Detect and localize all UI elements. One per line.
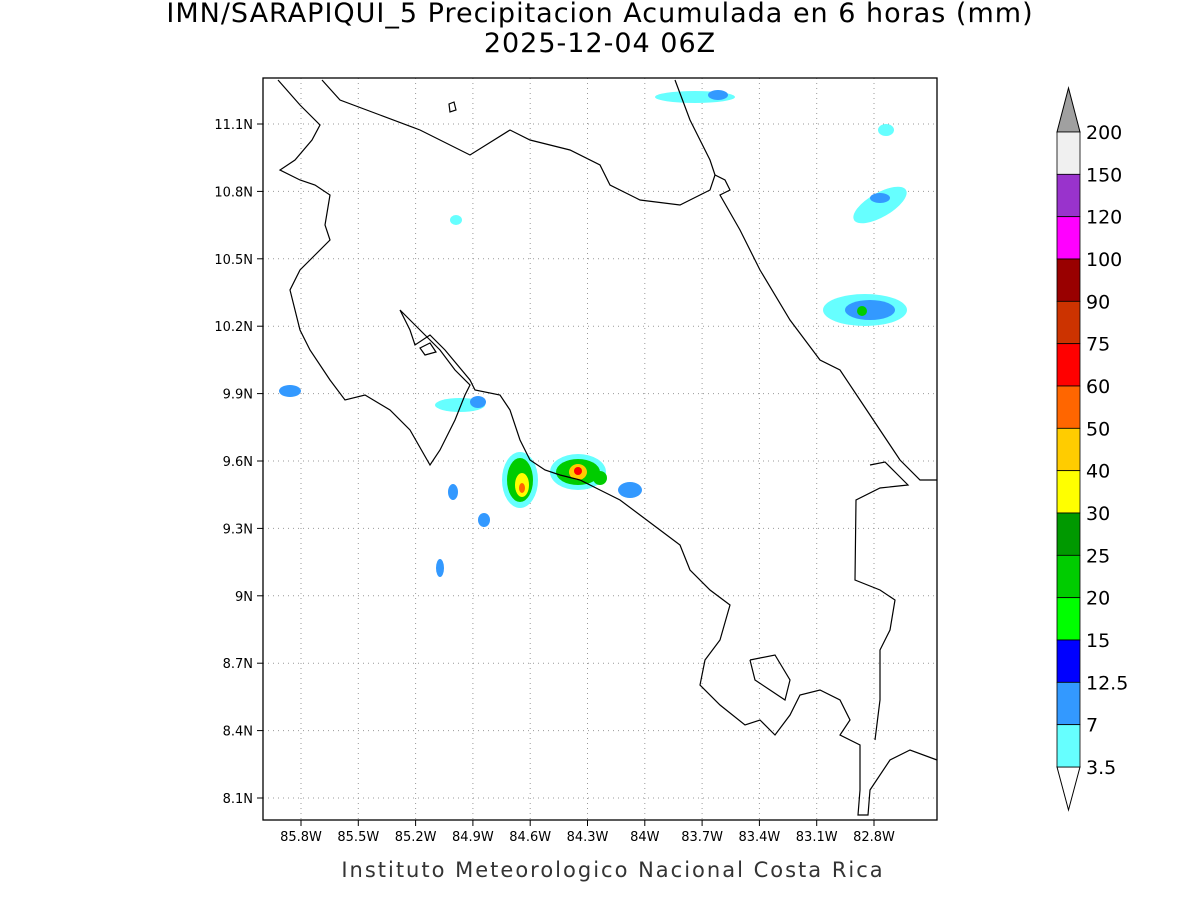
- colorbar-label: 120: [1086, 207, 1122, 229]
- lon-label: 84.3W: [567, 830, 609, 845]
- lon-label: 84.6W: [509, 830, 551, 845]
- grid: 11.1N 10.8N 10.5N 10.2N 9.9N 9.6N 9.3N 9N 8.7N 8.…: [214, 78, 937, 845]
- precip-area: [450, 215, 462, 225]
- precip-area: [708, 90, 728, 100]
- colorbar-label: 30: [1086, 503, 1110, 525]
- colorbar-over: [1056, 86, 1081, 133]
- footer: Instituto Meteorologico Nacional Costa R…: [341, 858, 884, 882]
- lon-label: 84.9W: [452, 830, 494, 845]
- colorbar-label: 150: [1086, 164, 1122, 186]
- lat-label: 9N: [235, 590, 253, 605]
- lon-label: 85.5W: [337, 830, 379, 845]
- colorbar-box: [1056, 173, 1081, 218]
- lat-label: 10.2N: [214, 320, 253, 335]
- precip-area: [279, 385, 301, 397]
- precip-area: [519, 483, 525, 493]
- precip-area: [470, 396, 486, 408]
- lat-label: 10.8N: [214, 185, 253, 200]
- colorbar-label: 60: [1086, 376, 1110, 398]
- colorbar-label: 15: [1086, 630, 1110, 652]
- map-frame: [262, 77, 938, 821]
- colorbar-box: [1056, 512, 1081, 556]
- colorbar-box: [1056, 639, 1081, 683]
- colorbar-box: [1056, 131, 1081, 175]
- colorbar-label: 12.5: [1086, 672, 1128, 694]
- precip-area: [857, 306, 867, 316]
- colorbar-label: 3.5: [1086, 757, 1116, 779]
- lon-label: 85.2W: [395, 830, 437, 845]
- precip-area: [478, 513, 490, 527]
- precip-area: [853, 186, 907, 224]
- title: IMN/SARAPIQUI_5 Precipitacion Acumulada …: [166, 0, 1033, 29]
- coastline: [321, 79, 937, 481]
- colorbar-box: [1056, 724, 1081, 768]
- colorbar-label: 75: [1086, 334, 1110, 356]
- subtitle: 2025-12-04 06Z: [484, 28, 716, 59]
- colorbar-box: [1056, 427, 1081, 472]
- lon-label: 84W: [630, 830, 660, 845]
- lat-label: 8.4N: [223, 725, 253, 740]
- lat-label: 9.3N: [223, 522, 253, 537]
- precip-area: [870, 193, 890, 203]
- border: [854, 461, 910, 741]
- border: [674, 79, 716, 176]
- colorbar-box: [1056, 470, 1081, 514]
- colorbar-box: [1056, 597, 1081, 641]
- lat-label: 8.1N: [223, 792, 253, 807]
- colorbar-box: [1056, 554, 1081, 599]
- lat-label: 10.5N: [214, 253, 253, 268]
- lat-label: 11.1N: [214, 118, 253, 133]
- colorbar-under: [1056, 766, 1081, 812]
- lon-label: 85.8W: [280, 830, 322, 845]
- colorbar-box: [1056, 385, 1081, 429]
- colorbar-label: 200: [1086, 122, 1122, 144]
- lon-label: 83.7W: [681, 830, 723, 845]
- precip-area: [574, 467, 582, 475]
- lon-label: 83.1W: [796, 830, 838, 845]
- colorbar-label: 25: [1086, 545, 1110, 567]
- colorbar-label: 90: [1086, 291, 1110, 313]
- precip-area: [618, 482, 642, 498]
- precip-area: [878, 124, 894, 136]
- colorbar-label: 7: [1086, 715, 1098, 737]
- precip-area: [436, 559, 444, 577]
- colorbar-label: 100: [1086, 249, 1122, 271]
- coastlines: [277, 79, 938, 816]
- lon-label: 82.8W: [853, 830, 895, 845]
- island: [448, 101, 457, 113]
- island: [419, 342, 437, 356]
- lat-label: 9.6N: [223, 455, 253, 470]
- colorbar-box: [1056, 681, 1081, 726]
- colorbar-box: [1056, 216, 1081, 260]
- colorbar-box: [1056, 300, 1081, 345]
- colorbar-box: [1056, 343, 1081, 387]
- colorbar-label: 50: [1086, 418, 1110, 440]
- colorbar-box: [1056, 258, 1081, 302]
- precip-area: [448, 484, 458, 500]
- precip-area: [593, 471, 607, 485]
- lat-label: 9.9N: [223, 388, 253, 403]
- precip-area: [845, 300, 895, 320]
- lat-label: 8.7N: [223, 657, 253, 672]
- precipitation: [279, 90, 907, 577]
- colorbar-label: 20: [1086, 588, 1110, 610]
- colorbar: 200 150 120 100 90 75 60 50 40 30 25 20 15 12.5 7 3.5: [1056, 86, 1128, 812]
- colorbar-label: 40: [1086, 461, 1110, 483]
- lon-label: 83.4W: [738, 830, 780, 845]
- coastline: [277, 79, 938, 816]
- coastline: [749, 654, 791, 701]
